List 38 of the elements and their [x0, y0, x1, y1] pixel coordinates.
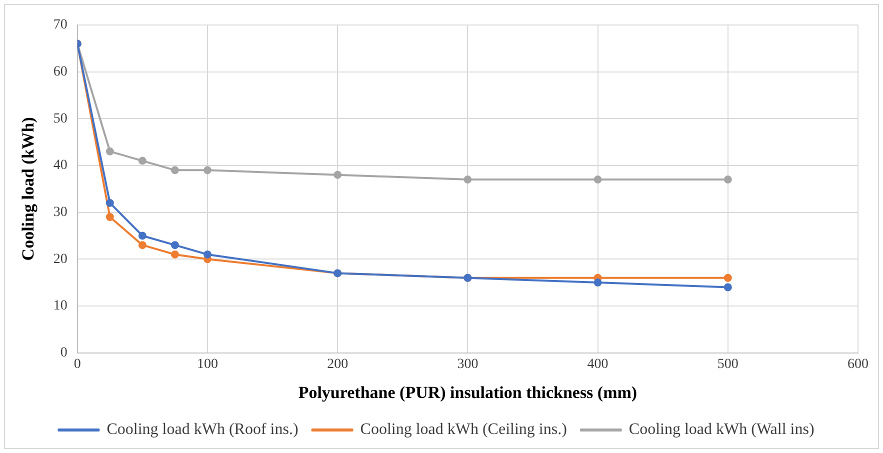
point	[106, 198, 114, 207]
y-tick-label: 0	[60, 345, 68, 360]
point	[724, 176, 732, 184]
y-axis-title: Cooling load (kWh)	[18, 117, 38, 261]
y-tick-label: 10	[53, 298, 68, 314]
point	[204, 250, 212, 258]
x-axis-title: Polyurethane (PUR) insulation thickness (mm)	[298, 383, 638, 402]
point	[138, 241, 146, 250]
point	[138, 232, 146, 240]
point	[594, 176, 602, 184]
point	[724, 274, 732, 282]
point	[138, 156, 146, 165]
x-tick-label: 200	[327, 356, 348, 372]
x-tick-label: 400	[587, 356, 608, 372]
point	[170, 166, 179, 174]
point	[170, 250, 179, 258]
point	[724, 283, 732, 292]
x-tick-label: 500	[717, 356, 738, 372]
y-tick-label: 70	[53, 18, 68, 33]
y-tick-label: 40	[53, 158, 68, 174]
point	[334, 170, 342, 179]
y-tick-label: 50	[53, 111, 68, 126]
point	[204, 166, 212, 174]
point	[106, 212, 114, 221]
point	[464, 176, 472, 184]
legend-label: Cooling load kWh (Ceiling ins.)	[360, 421, 567, 438]
x-tick-label: 0	[74, 356, 81, 372]
point	[106, 147, 114, 156]
x-tick-label: 100	[197, 356, 218, 372]
x-tick-label: 300	[457, 356, 478, 372]
y-tick-label: 30	[53, 204, 68, 220]
point	[170, 241, 179, 250]
x-tick-label: 600	[848, 356, 868, 372]
legend-label: Cooling load kWh (Wall ins)	[628, 421, 814, 438]
y-tick-label: 60	[53, 64, 68, 80]
legend-label: Cooling load kWh (Roof ins.)	[106, 421, 298, 438]
point	[594, 278, 602, 287]
y-tick-label: 20	[53, 252, 68, 267]
